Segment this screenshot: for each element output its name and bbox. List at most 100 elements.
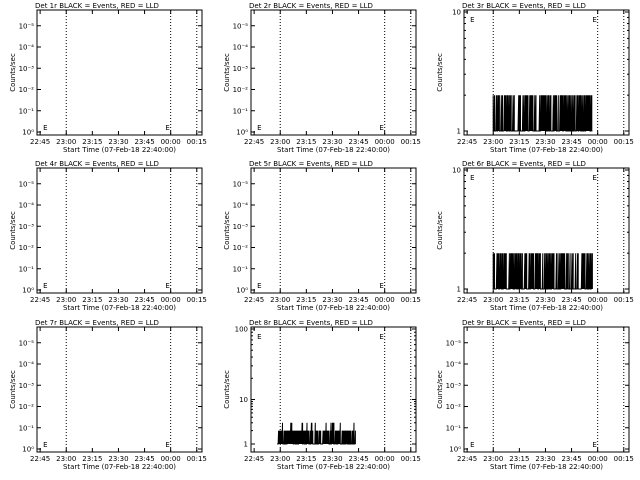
y-tick-label: 10⁻³: [19, 223, 35, 231]
x-tick-label: 00:15: [187, 455, 207, 463]
y-tick-label: 10⁻⁴: [233, 44, 249, 52]
event-rate-series: [492, 95, 593, 132]
y-tick-label: 10⁻²: [19, 86, 35, 94]
y-tick-label: 10⁻²: [446, 403, 462, 411]
panel-title: Det 8r BLACK = Events, RED = LLD: [249, 319, 373, 327]
x-tick-label: 23:45: [561, 296, 581, 304]
x-tick-label: 22:45: [457, 455, 477, 463]
x-tick-label: 23:30: [535, 138, 555, 146]
panel-title: Det 1r BLACK = Events, RED = LLD: [35, 2, 159, 10]
x-tick-label: 22:45: [457, 138, 477, 146]
y-tick-label: 10⁻⁵: [233, 180, 249, 188]
x-tick-label: 23:30: [535, 455, 555, 463]
y-axis-title: Counts/sec: [436, 211, 444, 250]
x-tick-label: 00:15: [401, 455, 421, 463]
event-marker: E: [165, 124, 169, 132]
x-axis-title: Start Time (07-Feb-18 22:40:00): [490, 463, 603, 471]
x-tick-label: 23:45: [561, 455, 581, 463]
x-tick-label: 23:45: [134, 138, 154, 146]
x-tick-label: 22:45: [244, 296, 264, 304]
y-axis-title: Counts/sec: [223, 53, 231, 92]
event-marker: E: [43, 441, 47, 449]
y-tick-label: 10⁻⁵: [19, 22, 35, 30]
x-axis-title: Start Time (07-Feb-18 22:40:00): [490, 146, 603, 154]
y-tick-label: 10⁻⁴: [19, 361, 35, 369]
x-tick-label: 23:00: [270, 138, 290, 146]
x-tick-label: 23:45: [348, 455, 368, 463]
y-tick-label: 10⁻¹: [233, 265, 249, 273]
y-tick-label: 1: [457, 128, 461, 136]
panels-group: Det 1r BLACK = Events, RED = LLD 22:45 23:…: [9, 2, 634, 471]
x-tick-label: 23:00: [483, 296, 503, 304]
x-tick-label: 00:00: [588, 455, 608, 463]
x-tick-label: 00:00: [161, 138, 181, 146]
event-marker: E: [257, 282, 261, 290]
x-tick-label: 23:00: [483, 138, 503, 146]
y-axis-title: Counts/sec: [9, 53, 17, 92]
event-marker: E: [379, 282, 383, 290]
x-tick-label: 22:45: [244, 138, 264, 146]
x-tick-label: 22:45: [30, 455, 50, 463]
panel-title: Det 7r BLACK = Events, RED = LLD: [35, 319, 159, 327]
y-tick-label: 10⁻⁴: [19, 44, 35, 52]
x-tick-label: 00:00: [161, 455, 181, 463]
x-axis-title: Start Time (07-Feb-18 22:40:00): [63, 146, 176, 154]
event-rate-series: [492, 253, 593, 290]
panel-title: Det 2r BLACK = Events, RED = LLD: [249, 2, 373, 10]
event-marker: E: [379, 333, 383, 341]
y-axis-title: Counts/sec: [436, 53, 444, 92]
plot-frame: [250, 9, 417, 136]
panel-det-6r: Det 6r BLACK = Events, RED = LLD 22:45 23:…: [436, 160, 634, 312]
panel-title: Det 6r BLACK = Events, RED = LLD: [462, 160, 586, 168]
x-tick-label: 23:15: [509, 455, 529, 463]
x-tick-label: 23:00: [56, 296, 76, 304]
x-tick-label: 00:15: [187, 138, 207, 146]
x-tick-label: 23:00: [56, 455, 76, 463]
x-tick-label: 23:30: [322, 455, 342, 463]
y-tick-label: 10⁻⁴: [233, 202, 249, 210]
event-marker: E: [592, 16, 596, 24]
x-tick-label: 23:30: [108, 138, 128, 146]
y-tick-label: 10: [239, 396, 248, 404]
y-tick-label: 10⁻²: [233, 86, 249, 94]
panel-det-7r: Det 7r BLACK = Events, RED = LLD 22:45 23:…: [9, 319, 207, 471]
x-tick-label: 00:15: [187, 296, 207, 304]
x-tick-label: 23:00: [270, 455, 290, 463]
plot-frame: [463, 326, 630, 453]
event-marker: E: [43, 124, 47, 132]
event-marker: E: [470, 174, 474, 182]
x-tick-label: 23:00: [270, 296, 290, 304]
x-tick-label: 00:00: [375, 455, 395, 463]
x-tick-label: 23:30: [108, 455, 128, 463]
y-axis-title: Counts/sec: [223, 211, 231, 250]
plot-frame: [250, 167, 417, 294]
event-marker: E: [470, 441, 474, 449]
x-tick-label: 23:15: [82, 455, 102, 463]
x-tick-label: 23:45: [348, 138, 368, 146]
y-tick-label: 10⁻¹: [19, 424, 35, 432]
x-tick-label: 23:15: [296, 138, 316, 146]
y-tick-label: 10⁻¹: [19, 107, 35, 115]
y-tick-label: 10⁰: [236, 129, 248, 137]
y-tick-label: 10⁻³: [233, 65, 249, 73]
x-tick-label: 23:45: [134, 296, 154, 304]
x-tick-label: 23:15: [296, 455, 316, 463]
plot-frame: [463, 9, 630, 136]
y-tick-label: 10⁻¹: [446, 424, 462, 432]
x-axis-title: Start Time (07-Feb-18 22:40:00): [63, 463, 176, 471]
event-marker: E: [43, 282, 47, 290]
y-axis-title: Counts/sec: [223, 370, 231, 409]
y-tick-label: 10⁰: [449, 446, 461, 454]
event-rate-series: [277, 422, 356, 445]
y-tick-label: 1: [244, 441, 248, 449]
panel-title: Det 3r BLACK = Events, RED = LLD: [462, 2, 586, 10]
x-tick-label: 23:45: [348, 296, 368, 304]
x-tick-label: 23:15: [82, 296, 102, 304]
y-tick-label: 10: [452, 167, 461, 175]
x-tick-label: 00:15: [614, 296, 634, 304]
y-tick-label: 10⁰: [22, 446, 34, 454]
x-tick-label: 00:00: [375, 296, 395, 304]
y-tick-label: 10⁻⁵: [19, 339, 35, 347]
x-tick-label: 00:00: [588, 296, 608, 304]
